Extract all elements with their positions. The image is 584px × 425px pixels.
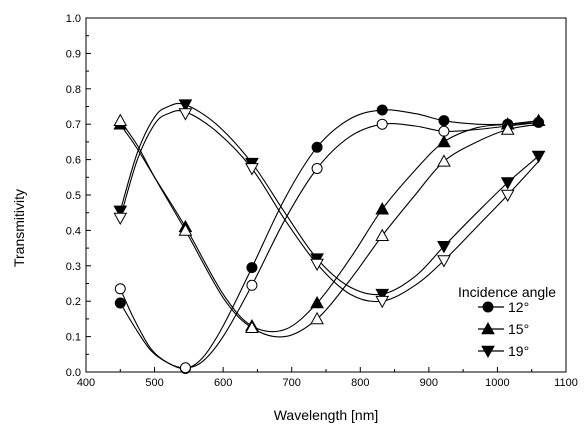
data-point-open: [113, 113, 128, 126]
legend-title: Incidence angle: [458, 284, 556, 300]
y-tick-label: 0.5: [66, 190, 81, 202]
legend: Incidence angle 12° 15° 19°: [458, 284, 556, 359]
data-point-open: [311, 162, 323, 174]
data-point: [438, 115, 450, 127]
y-tick-label: 0.9: [66, 48, 81, 60]
data-point-open: [310, 311, 324, 325]
y-tick-label: 0.4: [66, 225, 81, 237]
data-point: [376, 104, 388, 116]
data-point: [531, 113, 546, 126]
data-point-open: [375, 228, 390, 242]
data-point-open: [178, 223, 193, 236]
y-axis-label: Transmitivity: [11, 189, 27, 267]
y-tick-label: 0.8: [66, 84, 81, 96]
y-tick-label: 0.1: [66, 332, 81, 344]
data-point: [437, 134, 451, 148]
data-point-open: [245, 320, 259, 334]
legend-marker: [481, 321, 495, 335]
data-point: [375, 288, 390, 302]
data-point-open: [310, 258, 324, 272]
y-tick-label: 0.6: [66, 155, 81, 167]
legend-marker: [482, 301, 494, 313]
legend-marker: [481, 345, 495, 359]
x-tick-label: 1000: [485, 377, 509, 389]
y-tick-label: 1.0: [66, 13, 81, 25]
x-tick-label: 700: [283, 377, 301, 389]
data-point-open: [437, 154, 451, 167]
data-point-open: [179, 362, 191, 374]
x-tick-label: 900: [420, 377, 438, 389]
data-point: [178, 99, 193, 112]
x-tick-label: 800: [351, 377, 369, 389]
data-point: [375, 202, 390, 215]
y-tick-label: 0.0: [66, 367, 81, 379]
data-point: [531, 150, 546, 164]
series-markers: [113, 99, 546, 374]
legend-label: 19°: [508, 343, 529, 359]
data-point-open: [114, 283, 126, 295]
y-tick-label: 0.3: [66, 261, 81, 273]
data-point-open: [245, 163, 259, 176]
legend-label: 15°: [508, 321, 529, 337]
x-tick-label: 600: [214, 377, 232, 389]
data-point: [437, 241, 451, 254]
series-curves: [119, 102, 540, 370]
x-tick-label: 400: [77, 377, 95, 389]
x-axis-label: Wavelength [nm]: [274, 407, 379, 423]
data-point: [310, 295, 324, 309]
data-point-open: [500, 122, 515, 135]
data-point-open: [500, 189, 515, 203]
data-point-open: [438, 125, 450, 137]
y-tick-label: 0.7: [66, 119, 81, 131]
data-point: [114, 297, 126, 309]
series-line: [119, 121, 539, 369]
data-point-open: [437, 255, 451, 268]
series-line: [119, 102, 539, 296]
data-point: [113, 205, 128, 218]
x-tick-label: 1100: [554, 377, 578, 389]
axis-tick-labels: 400 500 600 700 800 900 1000 1100 0.0 0.1 0.2 0.3 0.…: [66, 13, 578, 389]
legend-items: 12° 15° 19°: [478, 299, 529, 359]
data-point-open: [375, 295, 390, 309]
data-point: [500, 177, 515, 190]
y-tick-label: 0.2: [66, 296, 81, 308]
x-tick-label: 500: [145, 377, 163, 389]
data-point-open: [376, 118, 388, 130]
series-line: [119, 109, 539, 370]
data-point-open: [113, 212, 128, 226]
data-point-open: [178, 108, 193, 121]
legend-label: 12°: [508, 299, 529, 315]
data-point: [246, 262, 258, 274]
data-point-open: [246, 279, 258, 291]
series-line: [119, 109, 540, 303]
data-point: [311, 141, 323, 153]
